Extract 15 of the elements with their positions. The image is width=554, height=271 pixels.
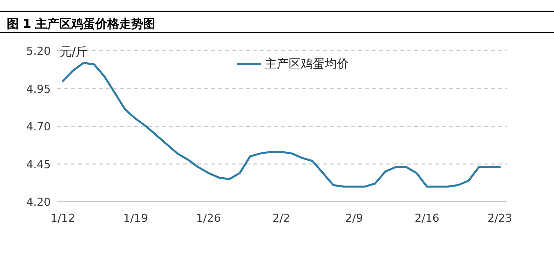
x-tick-label: 2/9 bbox=[346, 212, 364, 225]
y-axis-title: 元/斤 bbox=[60, 45, 88, 59]
x-tick-label: 2/2 bbox=[272, 212, 290, 225]
x-tick-label: 1/26 bbox=[196, 212, 222, 225]
legend-label: 主产区鸡蛋均价 bbox=[265, 57, 349, 71]
y-tick-label: 4.20 bbox=[26, 196, 51, 209]
x-tick-label: 1/19 bbox=[124, 212, 148, 225]
y-tick-label: 4.45 bbox=[26, 158, 51, 172]
x-tick-label: 2/23 bbox=[488, 212, 512, 225]
y-tick-label: 4.95 bbox=[26, 82, 51, 96]
y-tick-label: 4.70 bbox=[26, 120, 51, 134]
x-tick-label: 2/16 bbox=[414, 212, 440, 225]
x-tick-label: 1/12 bbox=[50, 212, 76, 225]
y-tick-label: 5.20 bbox=[26, 45, 51, 58]
chart-title: 图 1 主产区鸡蛋价格走势图 bbox=[7, 17, 156, 31]
